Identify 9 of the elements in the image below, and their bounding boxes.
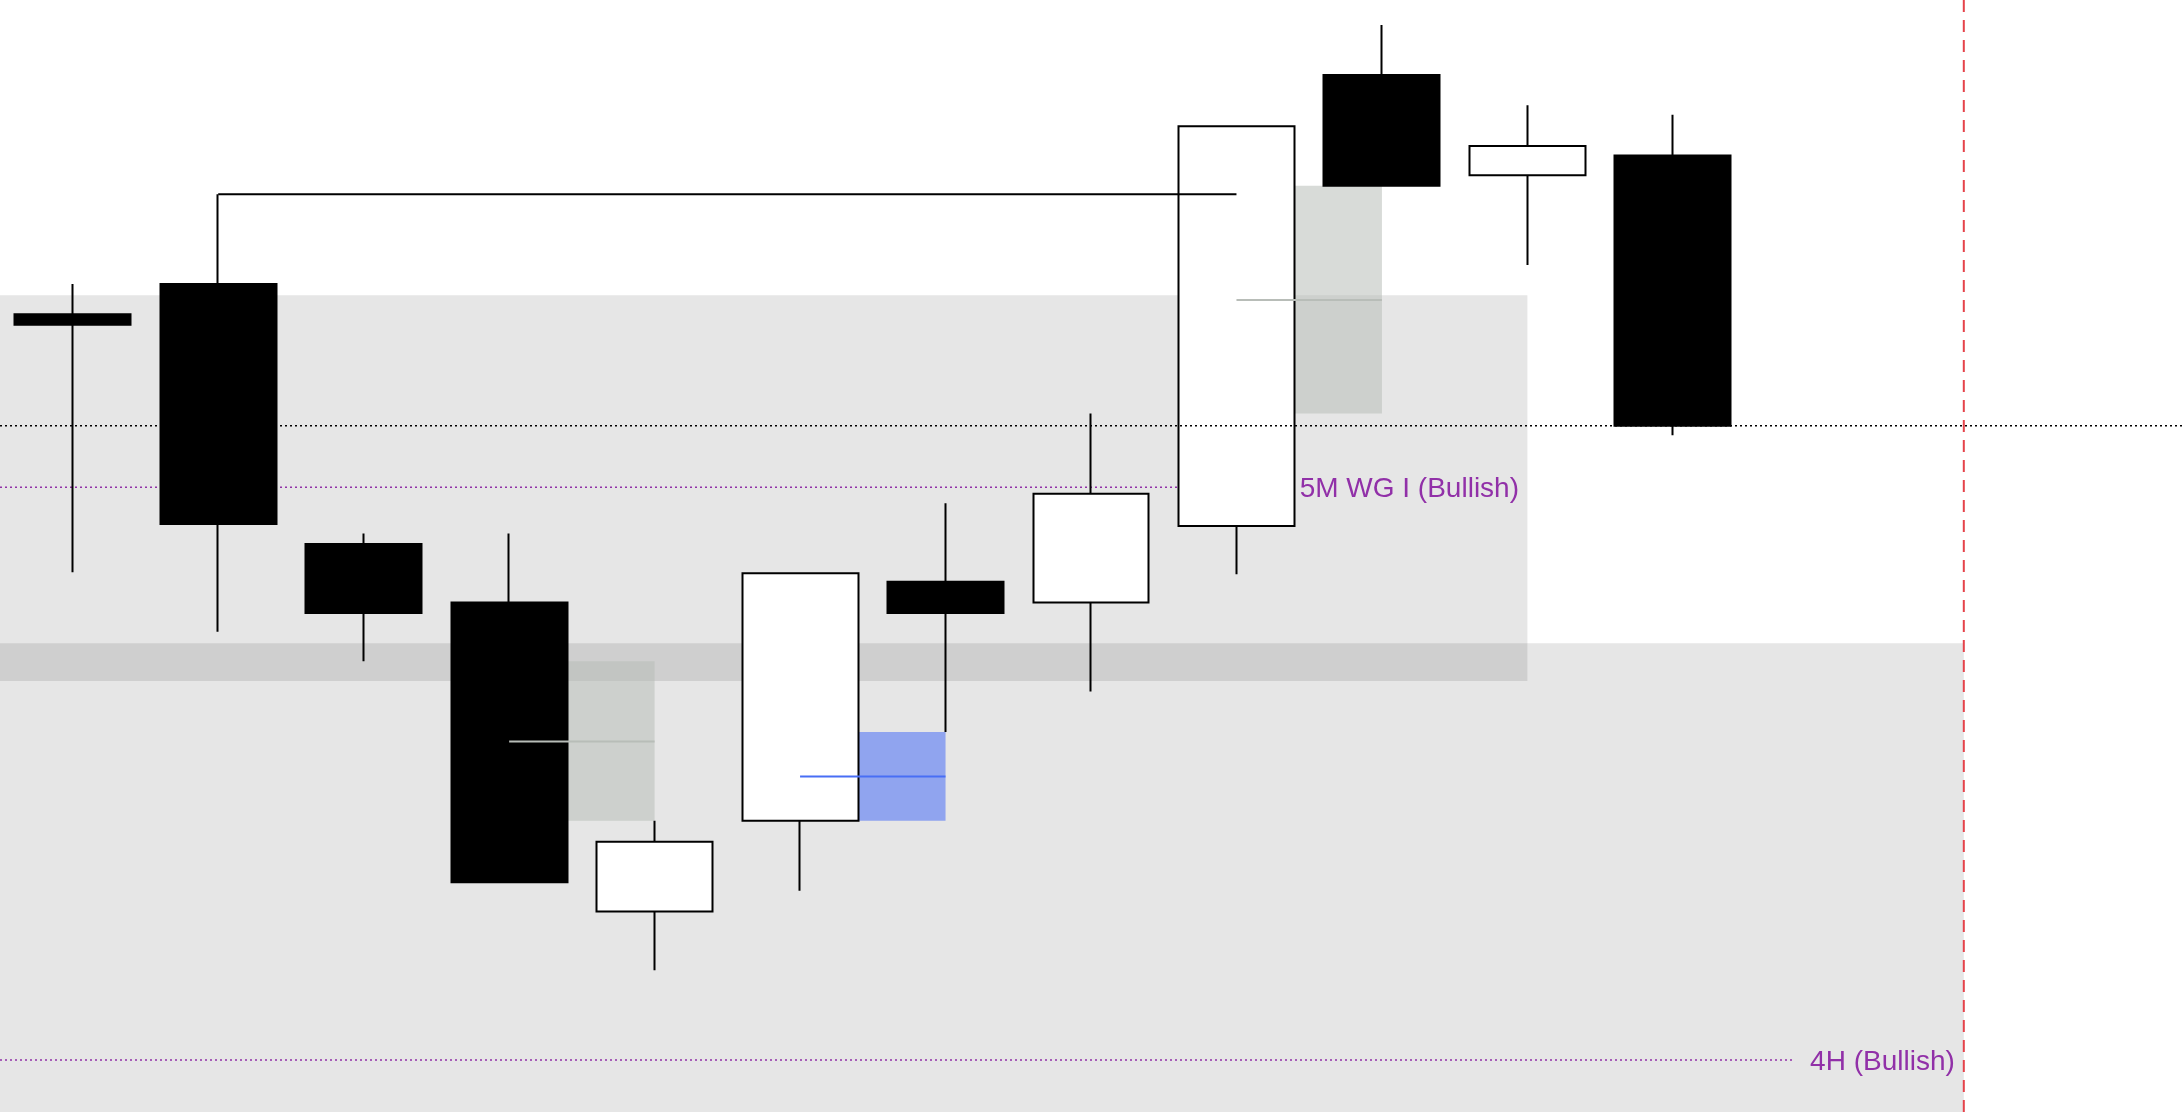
ref-line-label: 5M WG I (Bullish) — [1299, 471, 1520, 503]
candlestick — [304, 532, 423, 663]
candlestick — [450, 532, 569, 884]
candlestick — [1322, 24, 1441, 187]
ref-line-label: 4H (Bullish) — [1810, 1044, 1955, 1076]
candlestick — [595, 819, 714, 972]
candlestick — [1468, 104, 1587, 267]
candlestick — [886, 502, 1005, 734]
candlestick — [741, 572, 860, 892]
